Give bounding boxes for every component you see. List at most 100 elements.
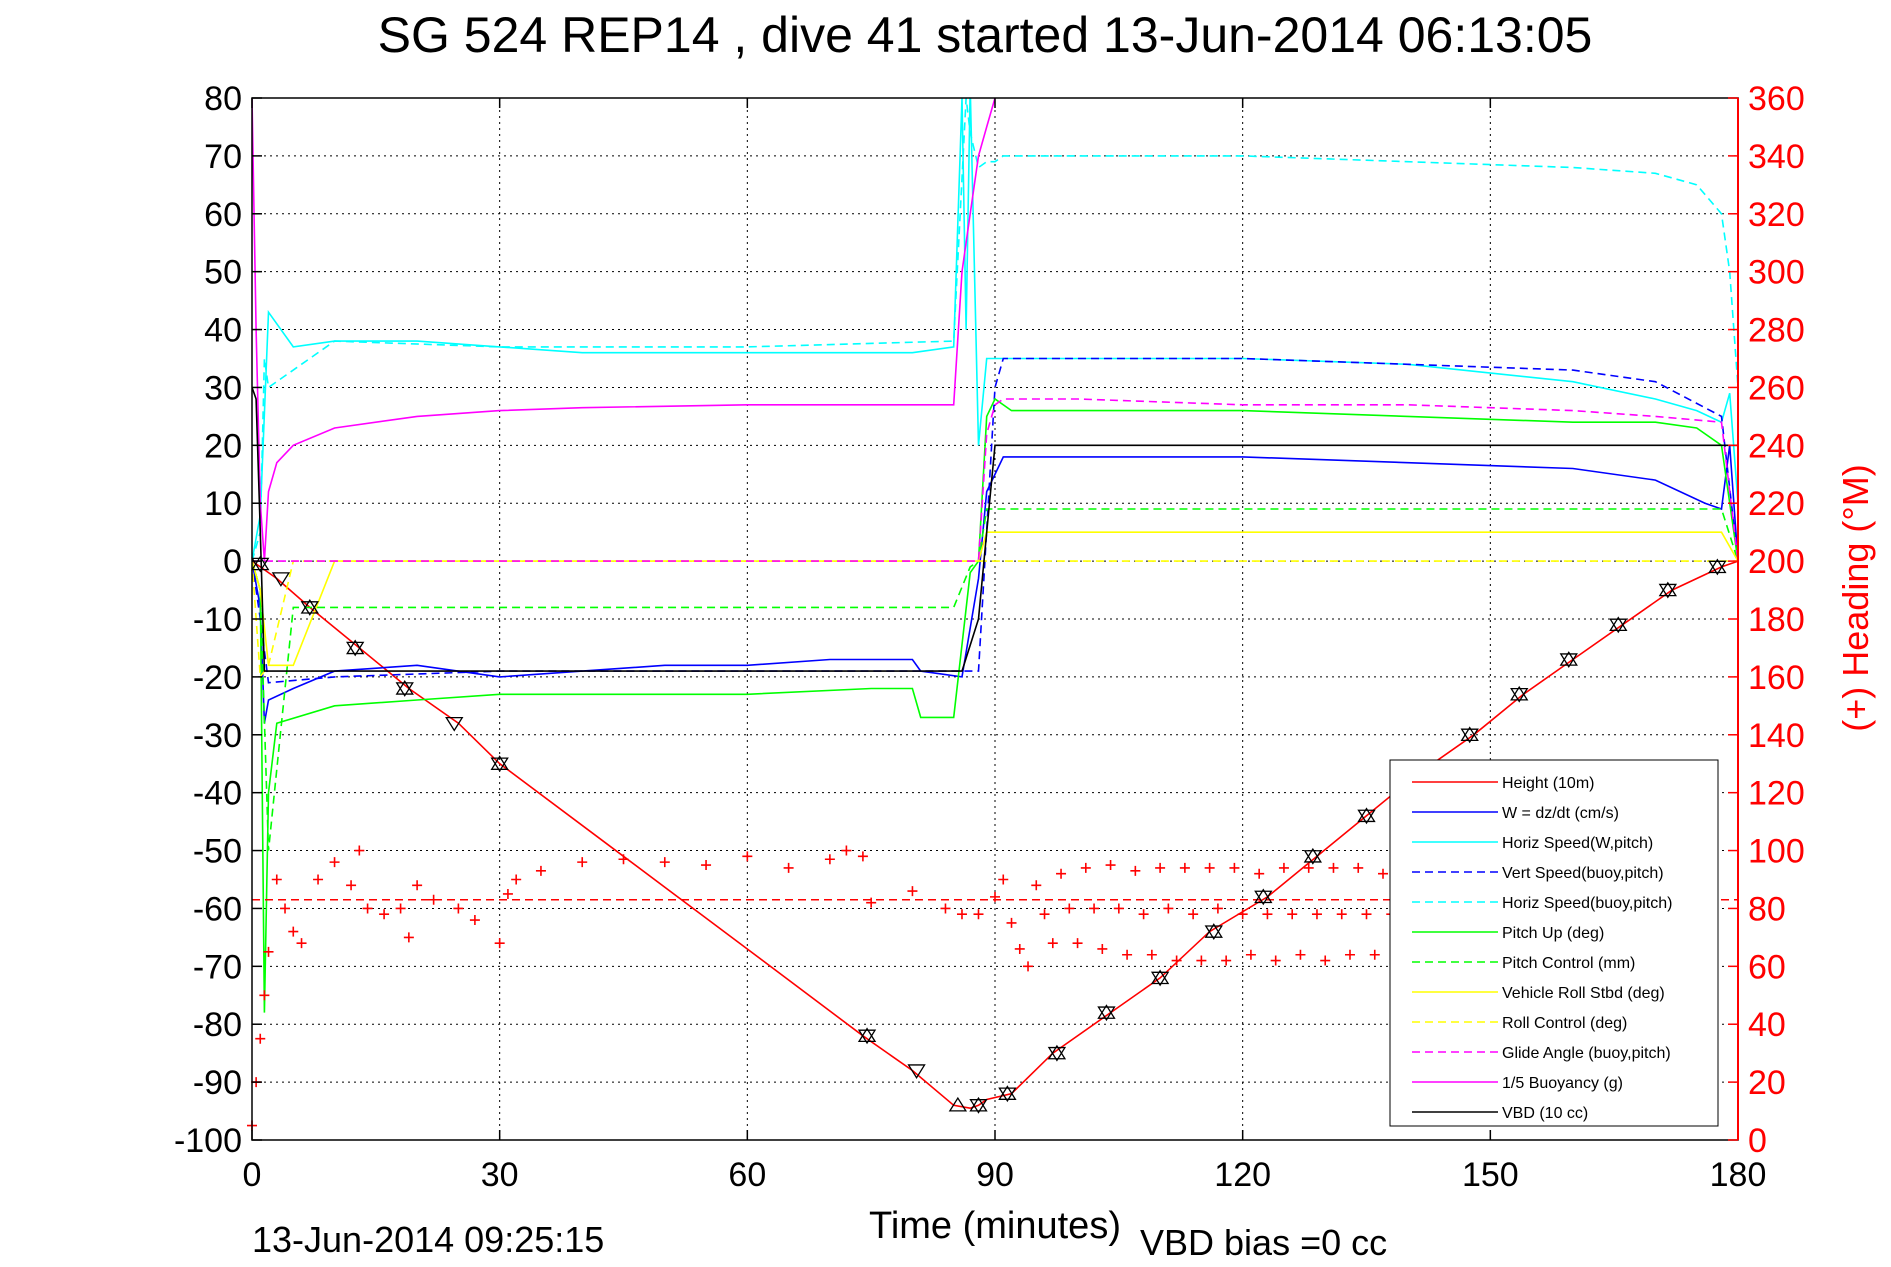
y-tick-label: 10 — [204, 485, 242, 523]
depth-marker-up — [1460, 726, 1479, 742]
heading-point — [469, 915, 480, 926]
heading-point — [940, 903, 951, 914]
series-pitch-control-mm — [252, 508, 1738, 851]
heading-point — [907, 886, 918, 897]
legend-label-1-5-buoyancy-g: 1/5 Buoyancy (g) — [1502, 1075, 1623, 1092]
series-horiz-speed-w-pitch — [252, 98, 1738, 562]
y-tick-label: 30 — [204, 369, 242, 407]
depth-marker-up — [300, 598, 319, 614]
heading-point — [1221, 955, 1232, 966]
heading-point — [1014, 943, 1025, 954]
heading-point — [255, 1033, 266, 1044]
heading-point — [1287, 909, 1298, 920]
depth-marker-up — [1204, 923, 1223, 938]
x-tick-label: 120 — [1214, 1156, 1271, 1194]
depth-marker-up — [1510, 685, 1529, 701]
heading-point — [1254, 868, 1265, 879]
depth-marker-down — [1047, 1046, 1067, 1062]
heading-point — [453, 903, 464, 914]
heading-point — [841, 845, 852, 856]
depth-marker-down — [271, 572, 291, 587]
heading-point — [1179, 862, 1190, 873]
series-horiz-speed-buoy-pitch — [252, 98, 1738, 562]
depth-marker-up — [1658, 581, 1678, 597]
heading-point — [1320, 955, 1331, 966]
depth-marker-up — [1357, 807, 1376, 823]
y-tick-label: -40 — [193, 775, 242, 813]
heading-point — [259, 990, 270, 1001]
heading-point — [1155, 862, 1166, 873]
series-vbd-10-cc — [252, 387, 1738, 672]
legend-label-vehicle-roll-stbd-deg: Vehicle Roll Stbd (deg) — [1502, 985, 1665, 1002]
depth-marker-down — [857, 1029, 877, 1045]
depth-marker-up — [1097, 1004, 1116, 1019]
y-tick-label: -50 — [193, 833, 242, 871]
heading-point — [742, 851, 753, 862]
heading-point — [1138, 909, 1149, 920]
heading-point — [1353, 862, 1364, 873]
heading-point — [857, 851, 868, 862]
depth-marker-down — [1510, 688, 1529, 703]
x-tick-label: 60 — [728, 1156, 766, 1194]
heading-point — [990, 891, 1000, 902]
depth-marker-up — [1708, 558, 1727, 574]
legend-box — [1389, 759, 1719, 1127]
legend-label-vert-speed-buoy-pitch: Vert Speed(buoy,pitch) — [1502, 865, 1664, 882]
heading-point — [1113, 903, 1124, 914]
y-right-tick-label: 240 — [1748, 427, 1805, 465]
heading-point — [395, 903, 406, 914]
heading-point — [1105, 860, 1116, 871]
heading-point — [379, 909, 390, 920]
heading-point — [1064, 903, 1075, 914]
heading-point — [618, 854, 629, 865]
depth-marker-down — [907, 1064, 926, 1079]
y-tick-label: 50 — [204, 254, 242, 292]
depth-marker-up — [1559, 651, 1578, 666]
heading-point — [1006, 917, 1017, 928]
heading-point — [1378, 868, 1389, 879]
heading-point — [362, 903, 373, 914]
heading-point — [1023, 961, 1034, 972]
x-tick-label: 180 — [1710, 1156, 1767, 1194]
heading-point — [1361, 909, 1372, 920]
y-tick-label: -70 — [193, 948, 242, 986]
footer-timestamp: 13-Jun-2014 09:25:15 — [252, 1219, 604, 1260]
y-right-tick-label: 80 — [1748, 890, 1786, 928]
depth-marker-up — [1254, 888, 1273, 904]
depth-marker-up — [1609, 616, 1628, 632]
heading-point — [511, 874, 522, 885]
x-tick-label: 0 — [243, 1156, 262, 1194]
heading-point — [1311, 909, 1322, 920]
heading-point — [288, 926, 299, 937]
y-right-tick-label: 140 — [1748, 717, 1805, 755]
heading-point — [1278, 862, 1289, 873]
depth-marker-up — [395, 680, 414, 695]
legend-label-glide-angle-buoy-pitch: Glide Angle (buoy,pitch) — [1502, 1045, 1671, 1062]
depth-marker-up — [346, 639, 365, 655]
heading-point — [271, 874, 282, 885]
heading-point — [1171, 955, 1182, 966]
legend-label-horiz-speed-w-pitch: Horiz Speed(W,pitch) — [1502, 835, 1653, 852]
heading-point — [313, 874, 324, 885]
y-right-tick-label: 360 — [1748, 80, 1805, 118]
heading-point — [1328, 862, 1339, 873]
heading-point — [1047, 938, 1058, 949]
heading-point — [329, 857, 340, 868]
depth-marker-down — [1708, 560, 1727, 576]
y-tick-label: -60 — [193, 890, 242, 928]
legend: Height (10m) W = dz/dt (cm/s) Horiz Speed(… — [1389, 759, 1719, 1127]
heading-point — [1031, 880, 1042, 891]
heading-point — [263, 946, 274, 957]
y-right-tick-label: 280 — [1748, 312, 1805, 350]
y-tick-label: -20 — [193, 659, 242, 697]
depth-marker-up — [1150, 969, 1170, 985]
heading-point — [535, 865, 546, 876]
heading-point — [956, 909, 967, 920]
legend-label-vbd-10-cc: VBD (10 cc) — [1502, 1105, 1588, 1122]
y-right-tick-label: 180 — [1748, 601, 1805, 639]
depth-marker-down — [251, 557, 270, 573]
depth-marker-down — [1559, 653, 1578, 668]
depth-marker-up — [251, 555, 270, 571]
legend-label-pitch-up-deg: Pitch Up (deg) — [1502, 925, 1604, 942]
